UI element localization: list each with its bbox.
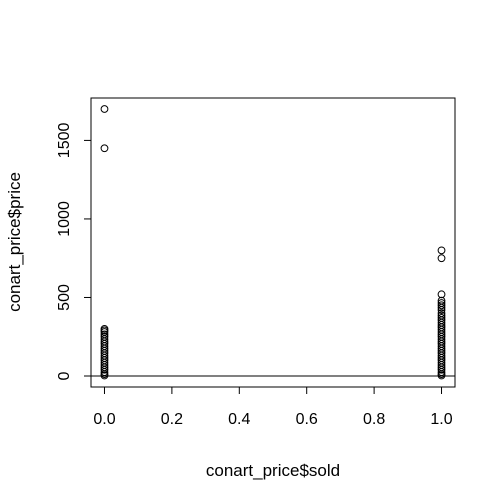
data-point (100, 365, 109, 374)
y-tick-label: 0 (56, 371, 73, 380)
y-axis-label: conart_price$price (5, 172, 24, 312)
data-point (437, 303, 446, 312)
x-axis: 0.0 0.2 0.4 0.6 0.8 1.0 (93, 386, 453, 428)
x-tick-label: 0.8 (363, 411, 385, 428)
y-tick-label: 1000 (56, 201, 73, 237)
x-tick-label: 0.2 (161, 411, 183, 428)
data-point (437, 290, 446, 299)
data-point (100, 144, 109, 153)
y-tick-label: 500 (56, 284, 73, 311)
data-points (100, 105, 446, 380)
x-tick-label: 0.0 (93, 411, 115, 428)
y-tick-label: 1500 (56, 123, 73, 159)
x-axis-label: conart_price$sold (206, 461, 340, 480)
x-tick-label: 0.6 (296, 411, 318, 428)
data-point (437, 301, 446, 310)
data-point (437, 371, 446, 380)
data-point (100, 371, 109, 380)
x-tick-label: 1.0 (430, 411, 452, 428)
data-point (100, 105, 109, 113)
data-point (437, 306, 446, 314)
plot-frame (90, 97, 456, 388)
data-point (437, 254, 446, 263)
data-point (100, 326, 109, 335)
x-tick-label: 0.4 (228, 411, 250, 428)
data-point (100, 368, 109, 376)
y-axis: 0 500 1000 1500 (56, 123, 92, 380)
data-point (437, 368, 446, 376)
data-point (437, 246, 446, 255)
data-point (437, 365, 446, 374)
